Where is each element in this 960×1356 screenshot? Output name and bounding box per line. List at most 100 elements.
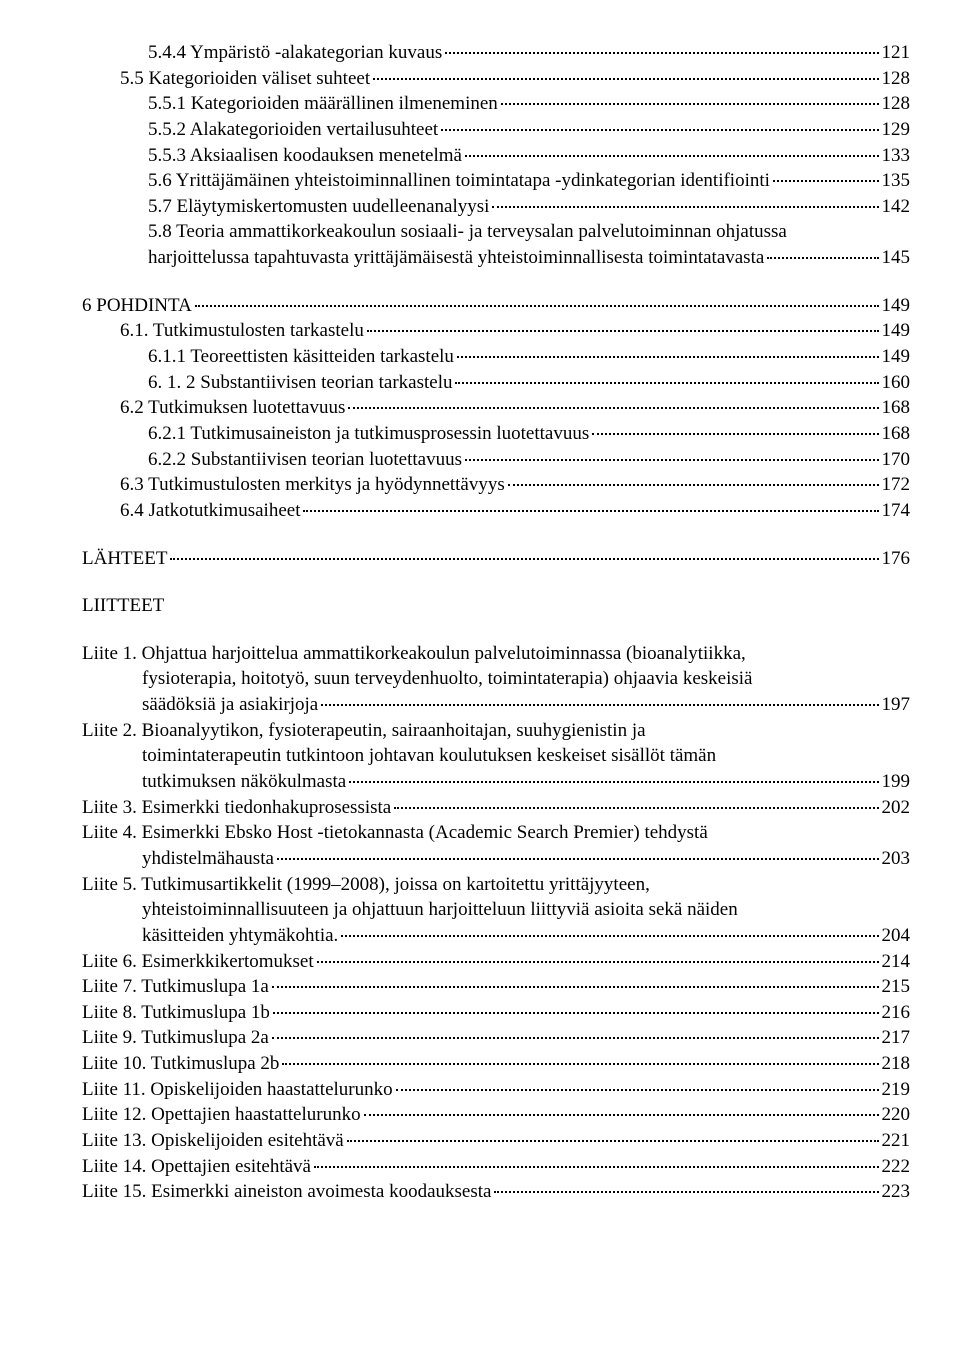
toc-entry: Liite 13. Opiskelijoiden esitehtävä221 [82, 1128, 910, 1154]
toc-leader-dots [773, 180, 879, 182]
toc-entry: 6.3 Tutkimustulosten merkitys ja hyödynn… [82, 472, 910, 498]
toc-entry: 6.1.1 Teoreettisten käsitteiden tarkaste… [82, 344, 910, 370]
toc-label: 6.1.1 Teoreettisten käsitteiden tarkaste… [148, 344, 454, 370]
toc-leader-dots [347, 1140, 879, 1142]
toc-leader-dots [317, 961, 879, 963]
toc-label: Liite 12. Opettajien haastattelurunko [82, 1102, 361, 1128]
toc-leader-dots [592, 433, 878, 435]
toc-label: Liite 15. Esimerkki aineiston avoimesta … [82, 1179, 491, 1205]
toc-page-number: 214 [882, 949, 911, 975]
toc-label: 5.5.3 Aksiaalisen koodauksen menetelmä [148, 143, 462, 169]
toc-label: LÄHTEET [82, 546, 167, 572]
toc-page-number: 135 [882, 168, 911, 194]
toc-entry: 6.2.2 Substantiivisen teorian luotettavu… [82, 447, 910, 473]
toc-entry: 6. 1. 2 Substantiivisen teorian tarkaste… [82, 370, 910, 396]
toc-leader-dots [465, 155, 879, 157]
toc-page-number: 129 [882, 117, 911, 143]
toc-label: Liite 3. Esimerkki tiedonhakuprosessista [82, 795, 391, 821]
toc-leader-dots [272, 986, 879, 988]
toc-label: 5.5 Kategorioiden väliset suhteet [120, 66, 370, 92]
toc-leader-dots [455, 382, 878, 384]
table-of-contents: 5.4.4 Ympäristö -alakategorian kuvaus 121… [82, 40, 910, 1205]
toc-leader-dots [767, 257, 878, 259]
toc-leader-dots [348, 407, 878, 409]
toc-entry: 6.4 Jatkotutkimusaiheet 174 [82, 498, 910, 524]
toc-label: yhdistelmähausta [142, 846, 274, 872]
toc-page-number: 168 [882, 395, 911, 421]
toc-leader-dots [364, 1114, 879, 1116]
toc-page-number: 121 [882, 40, 911, 66]
toc-entry: 6.1. Tutkimustulosten tarkastelu 149 [82, 318, 910, 344]
toc-page-number: 199 [882, 769, 911, 795]
toc-label: käsitteiden yhtymäkohtia. [142, 923, 338, 949]
toc-page-number: 149 [882, 318, 911, 344]
toc-entry-multiline: Liite 1. Ohjattua harjoittelua ammattiko… [82, 641, 910, 718]
toc-label: Liite 11. Opiskelijoiden haastattelurunk… [82, 1077, 393, 1103]
toc-label: 6.3 Tutkimustulosten merkitys ja hyödynn… [120, 472, 505, 498]
toc-page-number: 223 [882, 1179, 911, 1205]
toc-entry: Liite 3. Esimerkki tiedonhakuprosessista… [82, 795, 910, 821]
toc-label: 6.2 Tutkimuksen luotettavuus [120, 395, 345, 421]
toc-entry: Liite 11. Opiskelijoiden haastattelurunk… [82, 1077, 910, 1103]
toc-entry: Liite 12. Opettajien haastattelurunko 220 [82, 1102, 910, 1128]
toc-leader-dots [282, 1063, 878, 1065]
toc-leader-dots [341, 935, 878, 937]
toc-page-number: 220 [882, 1102, 911, 1128]
toc-leader-dots [321, 704, 878, 706]
toc-leader-dots [373, 78, 878, 80]
toc-entry: 6 POHDINTA 149 [82, 293, 910, 319]
toc-leader-dots [394, 807, 878, 809]
toc-entry: 5.7 Eläytymiskertomusten uudelleenanalyy… [82, 194, 910, 220]
toc-leader-dots [396, 1089, 879, 1091]
toc-page-number: 217 [882, 1025, 911, 1051]
toc-leader-dots [494, 1191, 878, 1193]
toc-leader-dots [501, 103, 879, 105]
toc-label: 5.4.4 Ympäristö -alakategorian kuvaus [148, 40, 442, 66]
toc-page-number: 215 [882, 974, 911, 1000]
toc-leader-dots [314, 1166, 879, 1168]
toc-label: Liite 5. Tutkimusartikkelit (1999–2008),… [82, 872, 910, 898]
toc-leader-dots [272, 1037, 879, 1039]
toc-page-number: 149 [882, 293, 911, 319]
toc-entry: Liite 10. Tutkimuslupa 2b218 [82, 1051, 910, 1077]
toc-entry: Liite 15. Esimerkki aineiston avoimesta … [82, 1179, 910, 1205]
toc-leader-dots [367, 330, 879, 332]
toc-leader-dots [349, 781, 878, 783]
toc-page-number: 142 [882, 194, 911, 220]
toc-label: 6.4 Jatkotutkimusaiheet [120, 498, 300, 524]
toc-label: 6.2.1 Tutkimusaineiston ja tutkimusprose… [148, 421, 589, 447]
toc-page-number: 202 [882, 795, 911, 821]
toc-entry: 5.5 Kategorioiden väliset suhteet128 [82, 66, 910, 92]
toc-page-number: 204 [882, 923, 911, 949]
toc-label: toimintaterapeutin tutkintoon johtavan k… [82, 743, 910, 769]
toc-page-number: 149 [882, 344, 911, 370]
toc-entry: Liite 6. Esimerkkikertomukset214 [82, 949, 910, 975]
toc-label: 5.7 Eläytymiskertomusten uudelleenanalyy… [148, 194, 489, 220]
toc-entry: LÄHTEET 176 [82, 546, 910, 572]
toc-label: fysioterapia, hoitotyö, suun terveydenhu… [82, 666, 910, 692]
toc-page-number: 174 [882, 498, 911, 524]
toc-page-number: 145 [882, 245, 911, 271]
toc-entry: Liite 9. Tutkimuslupa 2a 217 [82, 1025, 910, 1051]
toc-page-number: 216 [882, 1000, 911, 1026]
toc-page-number: 219 [882, 1077, 911, 1103]
toc-label: 6 POHDINTA [82, 293, 192, 319]
toc-entry: 6.2.1 Tutkimusaineiston ja tutkimusprose… [82, 421, 910, 447]
toc-page-number: 176 [882, 546, 911, 572]
toc-page-number: 222 [882, 1154, 911, 1180]
toc-page-number: 133 [882, 143, 911, 169]
toc-entry: Liite 8. Tutkimuslupa 1b216 [82, 1000, 910, 1026]
toc-label: Liite 9. Tutkimuslupa 2a [82, 1025, 269, 1051]
toc-entry-multiline: 5.8 Teoria ammattikorkeakoulun sosiaali-… [82, 219, 910, 270]
toc-label: yhteistoiminnallisuuteen ja ohjattuun ha… [82, 897, 910, 923]
toc-label: 6.2.2 Substantiivisen teorian luotettavu… [148, 447, 462, 473]
toc-label: Liite 14. Opettajien esitehtävä [82, 1154, 311, 1180]
toc-label: 5.5.2 Alakategorioiden vertailusuhteet [148, 117, 438, 143]
toc-label: 6.1. Tutkimustulosten tarkastelu [120, 318, 364, 344]
toc-leader-dots [273, 1012, 879, 1014]
toc-label: Liite 7. Tutkimuslupa 1a [82, 974, 269, 1000]
toc-entry: 5.5.1 Kategorioiden määrällinen ilmenemi… [82, 91, 910, 117]
toc-page-number: 221 [882, 1128, 911, 1154]
toc-entry: 5.5.2 Alakategorioiden vertailusuhteet 12… [82, 117, 910, 143]
toc-label: 5.5.1 Kategorioiden määrällinen ilmenemi… [148, 91, 498, 117]
